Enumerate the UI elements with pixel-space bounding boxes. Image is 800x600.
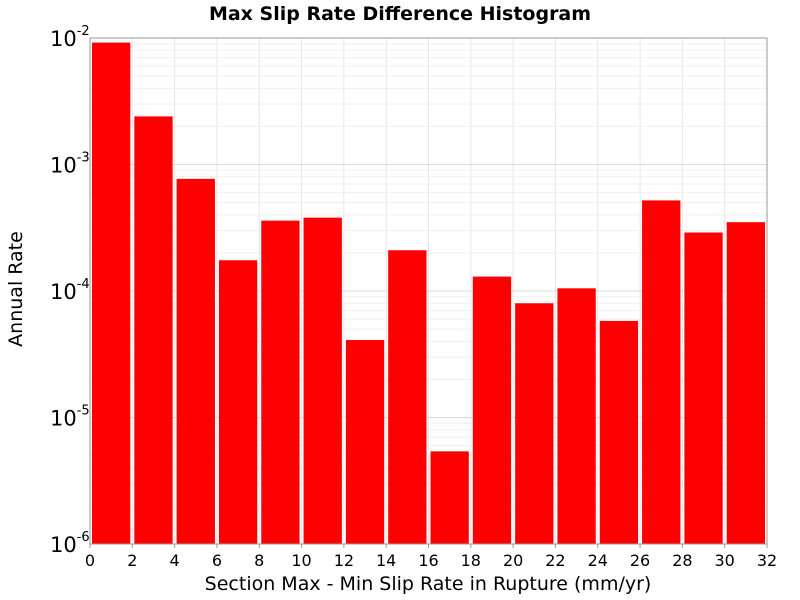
bar-bin-10 <box>515 303 554 544</box>
x-tick-label: 32 <box>757 551 777 570</box>
bar-bin-12 <box>599 320 639 544</box>
bar-bin-3 <box>218 260 258 544</box>
bar-bin-13 <box>642 200 681 544</box>
x-tick-label: 24 <box>588 551 608 570</box>
bar-bin-14 <box>684 232 723 544</box>
x-tick-label: 2 <box>127 551 137 570</box>
bar-bin-0 <box>92 42 131 544</box>
bar-bin-6 <box>345 339 385 544</box>
y-tick-label: 10-2 <box>50 24 90 51</box>
bar-bin-7 <box>388 250 427 544</box>
bar-bin-2 <box>176 178 215 544</box>
bar-bin-11 <box>557 288 596 544</box>
x-tick-label: 8 <box>254 551 264 570</box>
x-tick-label: 18 <box>461 551 481 570</box>
x-tick-label: 26 <box>630 551 650 570</box>
bar-bin-8 <box>430 451 469 544</box>
bar-bin-15 <box>726 222 765 544</box>
x-axis-label: Section Max - Min Slip Rate in Rupture (… <box>205 573 652 595</box>
x-tick-label: 20 <box>503 551 523 570</box>
bar-bin-1 <box>134 116 173 545</box>
bar-bin-4 <box>261 220 300 544</box>
y-tick-label: 10-5 <box>50 404 90 431</box>
x-tick-label: 28 <box>672 551 692 570</box>
bar-bin-9 <box>472 276 512 544</box>
y-ticks: 10-2 10-3 10-4 10-5 10-6 <box>50 24 90 557</box>
chart-title: Max Slip Rate Difference Histogram <box>209 3 591 25</box>
x-tick-label: 10 <box>291 551 311 570</box>
x-tick-label: 14 <box>376 551 396 570</box>
x-tick-label: 4 <box>170 551 180 570</box>
x-tick-label: 6 <box>212 551 222 570</box>
y-tick-label: 10-6 <box>50 530 90 557</box>
x-tick-label: 30 <box>715 551 735 570</box>
bars <box>92 42 765 545</box>
y-tick-label: 10-3 <box>50 151 90 178</box>
x-tick-label: 22 <box>545 551 565 570</box>
x-tick-label: 12 <box>334 551 354 570</box>
x-tick-label: 16 <box>418 551 438 570</box>
y-tick-label: 10-4 <box>50 277 90 304</box>
bar-bin-5 <box>303 217 342 544</box>
x-ticks: 0 2 4 6 8 10 12 14 16 18 20 22 24 26 28 30 32 <box>85 544 777 570</box>
y-axis-label: Annual Rate <box>5 231 27 347</box>
x-tick-label: 0 <box>85 551 95 570</box>
